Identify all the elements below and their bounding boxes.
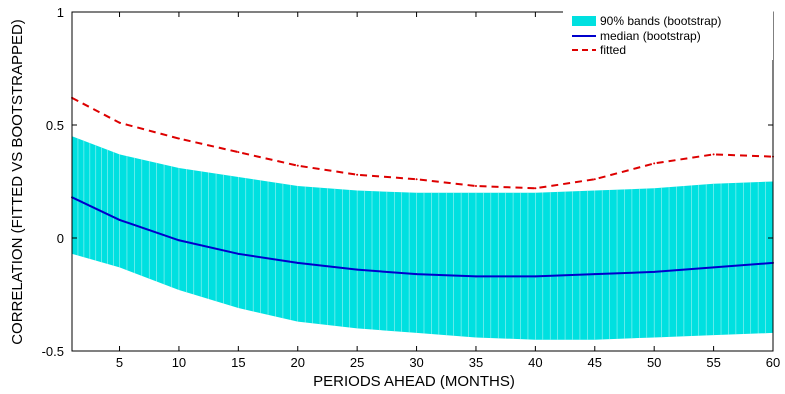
band-area bbox=[72, 136, 773, 340]
y-tick-label: 0.5 bbox=[46, 118, 64, 133]
legend: 90% bands (bootstrap) median (bootstrap)… bbox=[563, 10, 773, 60]
median-point bbox=[177, 239, 180, 242]
plot-area bbox=[71, 96, 774, 340]
x-tick-label: 55 bbox=[706, 355, 720, 370]
x-tick-label: 10 bbox=[172, 355, 186, 370]
x-tick-label: 30 bbox=[409, 355, 423, 370]
fitted-point bbox=[237, 151, 240, 154]
x-tick-label: 5 bbox=[116, 355, 123, 370]
y-tick-label: 1 bbox=[57, 5, 64, 20]
median-point bbox=[415, 273, 418, 276]
median-point bbox=[593, 273, 596, 276]
legend-band-swatch bbox=[572, 16, 596, 26]
x-tick-label: 15 bbox=[231, 355, 245, 370]
median-point bbox=[653, 270, 656, 273]
fitted-point bbox=[474, 185, 477, 188]
median-point bbox=[712, 266, 715, 269]
median-point bbox=[118, 218, 121, 221]
y-tick-label: 0 bbox=[57, 231, 64, 246]
fitted-point bbox=[415, 178, 418, 181]
x-axis-label: PERIODS AHEAD (MONTHS) bbox=[313, 373, 515, 390]
fitted-point bbox=[296, 164, 299, 167]
median-point bbox=[296, 261, 299, 264]
fitted-point bbox=[593, 178, 596, 181]
x-tick-label: 40 bbox=[528, 355, 542, 370]
legend-median-label: median (bootstrap) bbox=[600, 29, 701, 43]
median-point bbox=[356, 268, 359, 271]
y-tick-label: -0.5 bbox=[42, 344, 64, 359]
x-tick-label: 60 bbox=[766, 355, 780, 370]
legend-box bbox=[563, 10, 773, 60]
x-tick-label: 35 bbox=[469, 355, 483, 370]
x-tick-label: 45 bbox=[588, 355, 602, 370]
y-axis-label: CORRELATION (FITTED VS BOOTSTRAPPED) bbox=[9, 19, 26, 345]
median-point bbox=[534, 275, 537, 278]
x-tick-label: 20 bbox=[291, 355, 305, 370]
fitted-point bbox=[356, 173, 359, 176]
legend-fitted-label: fitted bbox=[600, 43, 626, 57]
fitted-point bbox=[118, 121, 121, 124]
fitted-point bbox=[712, 153, 715, 156]
fitted-point bbox=[653, 162, 656, 165]
fitted-point bbox=[534, 187, 537, 190]
legend-band-label: 90% bands (bootstrap) bbox=[600, 14, 721, 28]
fitted-point bbox=[177, 137, 180, 140]
plot-frame bbox=[71, 11, 774, 352]
x-tick-label: 25 bbox=[350, 355, 364, 370]
x-tick-label: 50 bbox=[647, 355, 661, 370]
median-point bbox=[237, 252, 240, 255]
median-point bbox=[474, 275, 477, 278]
